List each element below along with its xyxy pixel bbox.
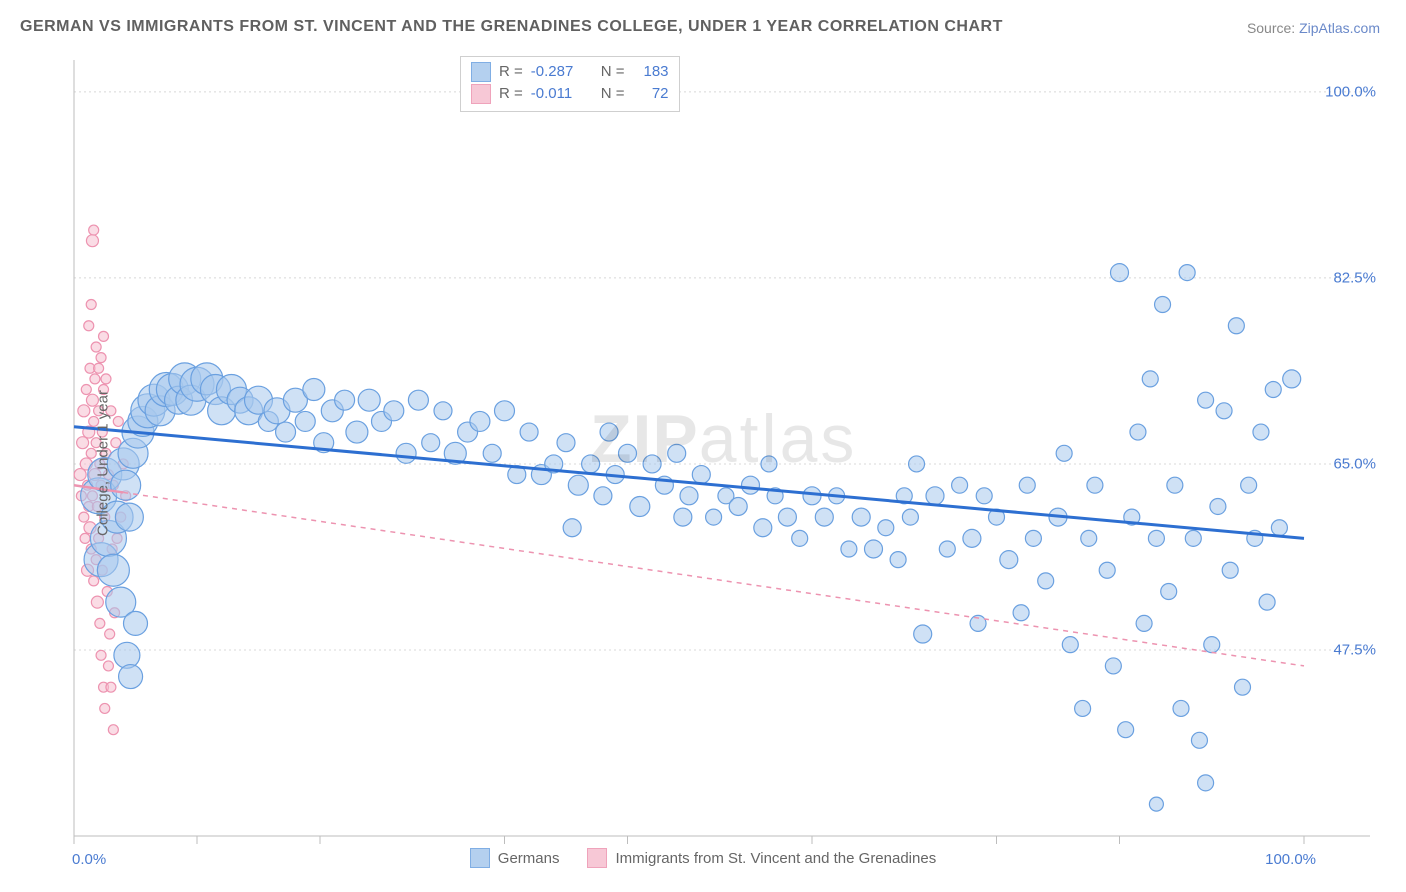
legend-series-name: Germans	[498, 850, 560, 867]
r-label: R =	[499, 61, 523, 83]
legend-swatch-icon	[471, 62, 491, 82]
y-tick-label: 82.5%	[1333, 269, 1376, 286]
n-label: N =	[601, 83, 625, 105]
source-citation: Source: ZipAtlas.com	[1247, 20, 1380, 36]
chart-title: GERMAN VS IMMIGRANTS FROM ST. VINCENT AN…	[20, 18, 1003, 36]
r-label: R =	[499, 83, 523, 105]
legend-series-name: Immigrants from St. Vincent and the Gren…	[615, 850, 936, 867]
y-axis-label: College, Under 1 year	[94, 390, 111, 536]
chart-container: College, Under 1 year ZIPatlas R = -0.28…	[20, 54, 1386, 872]
n-value: 72	[633, 83, 669, 105]
legend-swatch-icon	[471, 84, 491, 104]
r-value: -0.011	[531, 83, 585, 105]
correlation-legend: R = -0.287 N = 183 R = -0.011 N = 72	[460, 56, 680, 112]
legend-item: Immigrants from St. Vincent and the Gren…	[587, 848, 936, 868]
r-value: -0.287	[531, 61, 585, 83]
legend-swatch-icon	[470, 848, 490, 868]
scatter-plot	[20, 54, 1386, 872]
n-label: N =	[601, 61, 625, 83]
legend-swatch-icon	[587, 848, 607, 868]
source-label: Source:	[1247, 20, 1299, 36]
source-value: ZipAtlas.com	[1299, 20, 1380, 36]
legend-item: Germans	[470, 848, 560, 868]
y-tick-label: 100.0%	[1325, 83, 1376, 100]
n-value: 183	[633, 61, 669, 83]
y-tick-label: 47.5%	[1333, 641, 1376, 658]
y-tick-label: 65.0%	[1333, 455, 1376, 472]
series-legend: Germans Immigrants from St. Vincent and t…	[20, 848, 1386, 868]
